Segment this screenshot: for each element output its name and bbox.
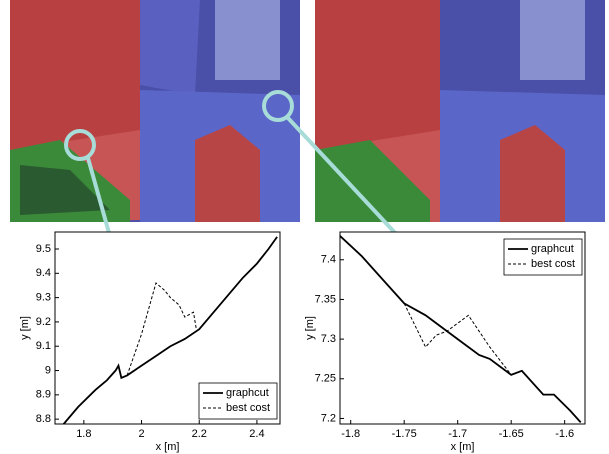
data-line <box>403 303 512 376</box>
y-tick-label: 9.3 <box>36 292 51 304</box>
y-tick-label: 7.4 <box>321 254 336 266</box>
x-tick-label: 1.8 <box>76 428 91 440</box>
data-line <box>62 236 278 425</box>
left-photo <box>10 0 300 222</box>
x-tick-label: -1.65 <box>499 428 524 440</box>
y-axis-label: y [m] <box>304 316 316 340</box>
y-tick-label: 7.35 <box>315 293 336 305</box>
legend-box <box>503 238 583 276</box>
y-tick-label: 8.8 <box>36 413 51 425</box>
x-axis-label: x [m] <box>156 441 180 453</box>
x-tick-label: -1.6 <box>555 428 574 440</box>
data-line <box>339 235 582 424</box>
y-tick-label: 9.2 <box>36 316 51 328</box>
legend-label: graphcut <box>226 387 269 399</box>
x-axis-label: x [m] <box>451 441 475 453</box>
right-photo <box>315 0 605 222</box>
legend-label: best cost <box>531 258 575 270</box>
data-line <box>126 282 197 376</box>
x-tick-label: 2.2 <box>192 428 207 440</box>
y-tick-label: 9 <box>45 364 51 376</box>
y-tick-label: 7.2 <box>321 412 336 424</box>
legend-box <box>198 382 278 420</box>
x-tick-label: 2 <box>138 428 144 440</box>
y-tick-label: 9.4 <box>36 267 51 279</box>
y-tick-label: 7.25 <box>315 373 336 385</box>
x-tick-label: -1.7 <box>448 428 467 440</box>
legend-label: graphcut <box>531 243 574 255</box>
y-tick-label: 9.1 <box>36 340 51 352</box>
x-tick-label: -1.75 <box>392 428 417 440</box>
y-tick-label: 8.9 <box>36 389 51 401</box>
x-tick-label: -1.8 <box>341 428 360 440</box>
y-axis-label: y [m] <box>19 316 31 340</box>
y-tick-label: 9.5 <box>36 243 51 255</box>
legend-label: best cost <box>226 402 270 414</box>
y-tick-label: 7.3 <box>321 333 336 345</box>
x-tick-label: 2.4 <box>249 428 264 440</box>
